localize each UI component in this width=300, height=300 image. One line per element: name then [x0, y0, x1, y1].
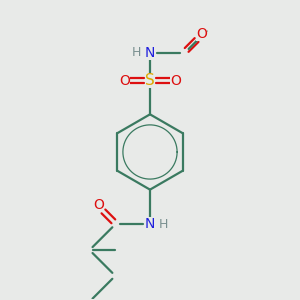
Text: N: N	[145, 217, 155, 231]
Text: N: N	[145, 46, 155, 60]
Text: O: O	[119, 74, 130, 88]
Text: H: H	[131, 46, 141, 59]
Text: O: O	[196, 27, 207, 41]
Text: S: S	[145, 73, 155, 88]
Text: O: O	[170, 74, 181, 88]
Text: H: H	[159, 218, 169, 231]
Text: O: O	[93, 199, 104, 212]
